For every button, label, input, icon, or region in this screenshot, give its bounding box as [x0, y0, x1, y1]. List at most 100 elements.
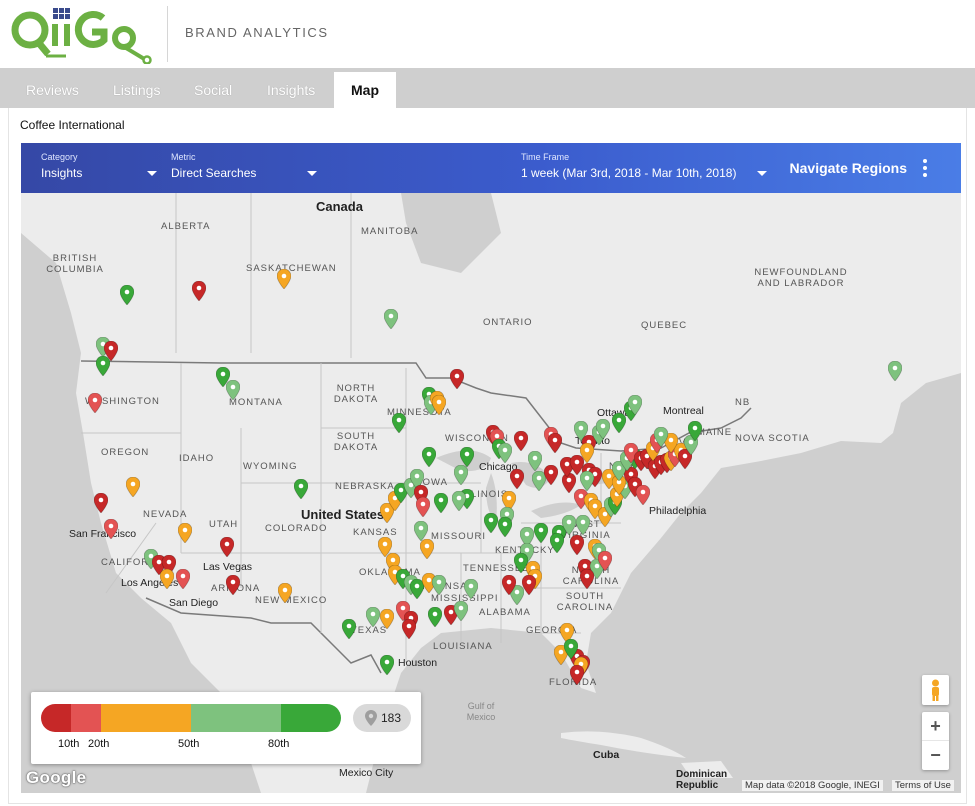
location-pin[interactable] — [432, 575, 446, 595]
location-pin[interactable] — [220, 537, 234, 557]
location-pin[interactable] — [580, 569, 594, 589]
timeframe-chevron-down-icon[interactable] — [757, 171, 767, 176]
location-pin[interactable] — [120, 285, 134, 305]
location-pin[interactable] — [420, 539, 434, 559]
location-pin[interactable] — [562, 515, 576, 535]
location-pin[interactable] — [278, 583, 292, 603]
location-pin[interactable] — [176, 569, 190, 589]
location-pin[interactable] — [384, 309, 398, 329]
location-pin[interactable] — [576, 515, 590, 535]
location-pin[interactable] — [570, 665, 584, 685]
zoom-in-button[interactable]: + — [922, 712, 949, 741]
location-pin[interactable] — [598, 551, 612, 571]
google-logo[interactable]: Google — [26, 768, 87, 787]
location-pin[interactable] — [510, 469, 524, 489]
location-pin[interactable] — [636, 485, 650, 505]
map-canvas[interactable]: Canada United States Cuba Dominican Repu… — [21, 193, 961, 793]
location-pin[interactable] — [888, 361, 902, 381]
location-pin[interactable] — [277, 269, 291, 289]
street-view-pegman-icon[interactable] — [922, 675, 949, 705]
location-pin[interactable] — [422, 447, 436, 467]
location-pin[interactable] — [392, 413, 406, 433]
location-pin[interactable] — [522, 575, 536, 595]
location-pin[interactable] — [452, 491, 466, 511]
tab-insights[interactable]: Insights — [267, 82, 316, 98]
navigate-regions-button[interactable]: Navigate Regions — [789, 160, 907, 176]
location-pin[interactable] — [88, 393, 102, 413]
location-pin[interactable] — [454, 465, 468, 485]
location-pin[interactable] — [612, 413, 626, 433]
location-pin[interactable] — [564, 639, 578, 659]
location-pin[interactable] — [688, 421, 702, 441]
location-pin[interactable] — [502, 491, 516, 511]
tab-social[interactable]: Social — [194, 82, 233, 98]
location-pin[interactable] — [104, 519, 118, 539]
location-pin[interactable] — [192, 281, 206, 301]
location-pin[interactable] — [502, 575, 516, 595]
location-pin[interactable] — [580, 471, 594, 491]
location-pin[interactable] — [216, 367, 230, 387]
qiigo-logo[interactable] — [8, 4, 153, 64]
location-pin[interactable] — [226, 575, 240, 595]
location-pin[interactable] — [574, 489, 588, 509]
location-pin[interactable] — [550, 533, 564, 553]
location-pin[interactable] — [410, 469, 424, 489]
location-pin[interactable] — [126, 477, 140, 497]
location-pin[interactable] — [460, 447, 474, 467]
location-pin[interactable] — [432, 395, 446, 415]
terms-of-use-link[interactable]: Terms of Use — [892, 780, 954, 791]
region-label-nebraska: NEBRASKA — [335, 481, 395, 492]
tab-listings[interactable]: Listings — [113, 82, 161, 98]
location-pin[interactable] — [528, 451, 542, 471]
location-pin[interactable] — [366, 607, 380, 627]
location-pin[interactable] — [178, 523, 192, 543]
location-pin[interactable] — [454, 601, 468, 621]
location-pin[interactable] — [450, 369, 464, 389]
category-select[interactable]: Insights — [41, 166, 83, 180]
location-pin[interactable] — [428, 607, 442, 627]
location-pin[interactable] — [514, 553, 528, 573]
location-pin[interactable] — [570, 535, 584, 555]
location-pin[interactable] — [94, 493, 108, 513]
tab-map[interactable]: Map — [334, 72, 396, 108]
location-pin[interactable] — [562, 473, 576, 493]
category-chevron-down-icon[interactable] — [147, 171, 157, 176]
location-pin[interactable] — [574, 421, 588, 441]
metric-label: Metric — [171, 152, 196, 162]
location-pin[interactable] — [96, 356, 110, 376]
location-pin[interactable] — [104, 341, 118, 361]
location-pin[interactable] — [498, 443, 512, 463]
metric-select[interactable]: Direct Searches — [171, 166, 257, 180]
location-pin[interactable] — [498, 517, 512, 537]
timeframe-select[interactable]: 1 week (Mar 3rd, 2018 - Mar 10th, 2018) — [521, 166, 737, 180]
location-pin[interactable] — [294, 479, 308, 499]
location-pin[interactable] — [534, 523, 548, 543]
location-pin[interactable] — [628, 395, 642, 415]
tab-reviews[interactable]: Reviews — [26, 82, 79, 98]
location-pin[interactable] — [520, 527, 534, 547]
zoom-out-button[interactable]: − — [930, 745, 941, 765]
location-pin[interactable] — [402, 619, 416, 639]
location-pin[interactable] — [414, 521, 428, 541]
location-pin[interactable] — [580, 443, 594, 463]
location-pin[interactable] — [560, 623, 574, 643]
location-pin[interactable] — [612, 475, 626, 495]
location-pin[interactable] — [380, 609, 394, 629]
metric-chevron-down-icon[interactable] — [307, 171, 317, 176]
location-pin[interactable] — [434, 493, 448, 513]
location-pin[interactable] — [596, 419, 610, 439]
location-pin[interactable] — [464, 579, 478, 599]
location-pin[interactable] — [380, 655, 394, 675]
location-pin[interactable] — [484, 513, 498, 533]
location-pin[interactable] — [544, 465, 558, 485]
more-options-icon[interactable] — [923, 159, 927, 177]
location-pin[interactable] — [160, 569, 174, 589]
location-pin[interactable] — [342, 619, 356, 639]
location-pin[interactable] — [416, 497, 430, 517]
location-pin[interactable] — [226, 380, 240, 400]
location-pin[interactable] — [514, 431, 528, 451]
location-pin[interactable] — [654, 427, 668, 447]
location-pin[interactable] — [548, 433, 562, 453]
location-pin[interactable] — [570, 455, 584, 475]
location-pin[interactable] — [378, 537, 392, 557]
